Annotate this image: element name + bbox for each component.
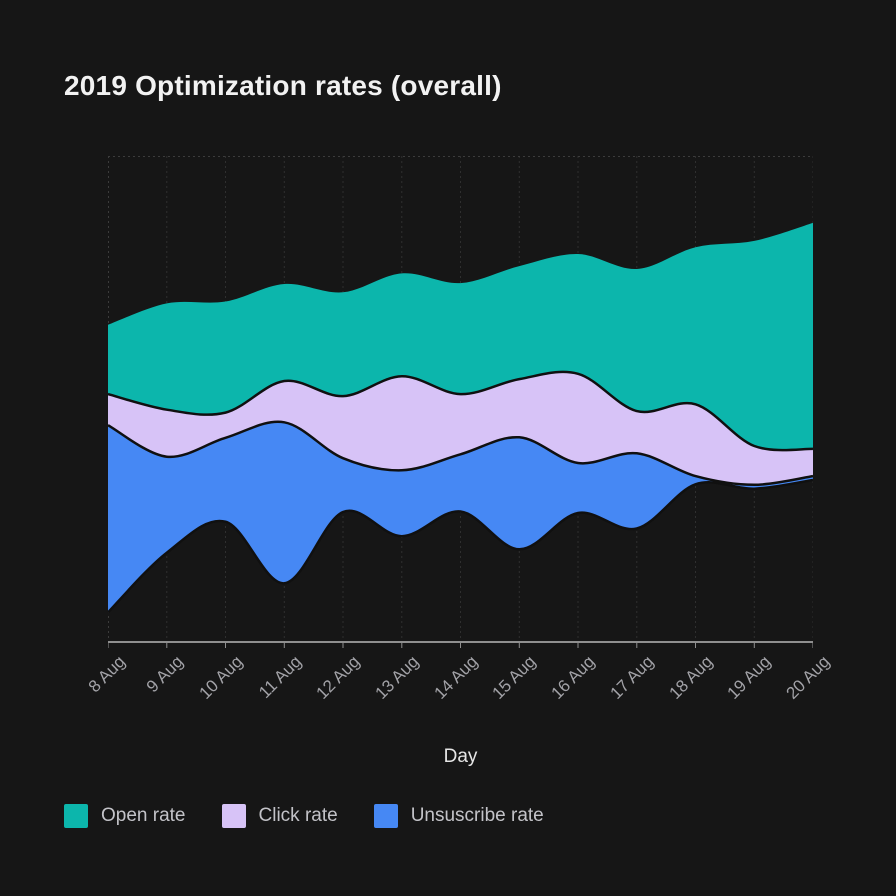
x-axis-tick-label: 16 Aug (547, 652, 599, 703)
x-axis-tick-label: 14 Aug (430, 652, 481, 703)
x-axis-tick-label: 13 Aug (371, 652, 423, 703)
series-area-open-rate[interactable] (108, 222, 813, 451)
x-axis-tick-label: 15 Aug (488, 652, 540, 703)
x-axis-tick-label: 19 Aug (723, 652, 775, 703)
chart-title: 2019 Optimization rates (overall) (64, 70, 502, 101)
legend-swatch (64, 804, 88, 828)
legend-swatch (373, 804, 398, 828)
x-axis-tick-label: 20 Aug (782, 652, 834, 703)
legend-item-unsuscribe-rate[interactable]: Unsuscribe rate (373, 804, 544, 828)
x-axis-tick-label: 11 Aug (254, 652, 305, 702)
x-axis-tick-label: 18 Aug (665, 652, 716, 703)
plot-area[interactable] (107, 156, 814, 649)
series-area-unsuscribe-rate[interactable] (108, 421, 813, 613)
legend-item-open-rate[interactable]: Open rate (64, 804, 186, 828)
x-axis-tick-label: 17 Aug (606, 652, 658, 703)
streamgraph-svg (107, 156, 814, 648)
legend: Open rate Click rate Unsuscribe rate (64, 804, 544, 828)
series-boundary-line (107, 478, 814, 614)
x-axis-title: Day (443, 746, 478, 767)
legend-label: Unsuscribe rate (410, 805, 544, 826)
series-boundary-line (107, 370, 814, 452)
legend-label: Click rate (258, 805, 338, 826)
x-axis-tick-label: 9 Aug (143, 652, 188, 697)
x-axis-tick-label: 8 Aug (84, 652, 129, 697)
series-area-click-rate[interactable] (108, 371, 813, 485)
legend-swatch (221, 804, 246, 828)
series-boundary-line (107, 420, 814, 487)
legend-item-click-rate[interactable]: Click rate (221, 804, 338, 828)
x-axis-tick-label: 12 Aug (312, 652, 364, 703)
legend-label: Open rate (101, 805, 186, 826)
x-axis-tick-label: 10 Aug (195, 652, 246, 703)
